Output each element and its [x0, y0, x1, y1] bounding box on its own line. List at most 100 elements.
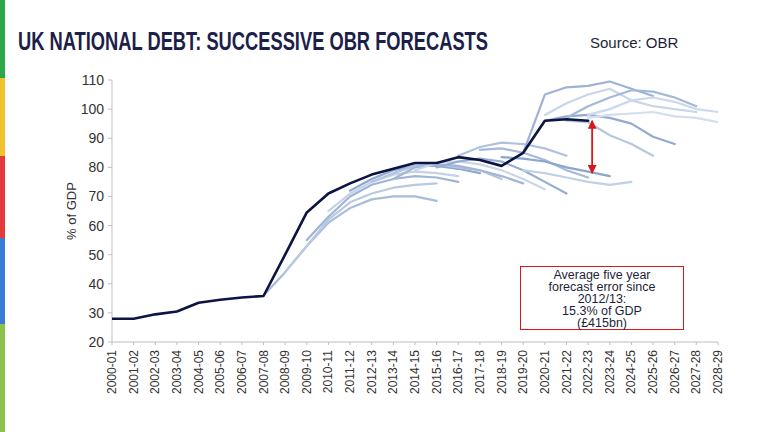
x-tick	[458, 342, 459, 345]
x-tick	[155, 342, 156, 345]
forecast-line	[523, 170, 631, 185]
y-tick-label: 50	[88, 247, 104, 263]
forecast-line	[285, 183, 437, 272]
annotation-line: (£415bn)	[521, 317, 683, 329]
x-tick	[566, 342, 567, 345]
annotation-line: forecast error since	[521, 281, 683, 293]
y-tick	[108, 254, 112, 255]
y-tick-label: 110	[82, 72, 105, 88]
x-tick	[718, 342, 719, 345]
forecast-line	[307, 176, 459, 240]
annotation-box: Average five yearforecast error since201…	[520, 266, 684, 330]
x-tick	[696, 342, 697, 345]
x-tick	[588, 342, 589, 345]
x-tick-label: 2017-18	[473, 350, 487, 394]
y-tick-label: 80	[88, 159, 104, 175]
x-tick	[263, 342, 264, 345]
x-tick-label: 2003-04	[170, 350, 184, 394]
x-tick-label: 2021-22	[560, 350, 574, 394]
x-tick	[176, 342, 177, 345]
x-tick	[350, 342, 351, 345]
y-tick	[108, 342, 112, 343]
x-tick-label: 2005-06	[213, 350, 227, 394]
x-tick	[393, 342, 394, 345]
x-tick-label: 2012-13	[365, 350, 379, 394]
forecast-line	[502, 157, 610, 176]
x-tick-label: 2006-07	[235, 350, 249, 394]
y-tick-label: 100	[81, 101, 105, 117]
x-tick	[306, 342, 307, 345]
y-tick-label: 20	[88, 334, 104, 350]
lines	[112, 81, 718, 318]
x-tick	[674, 342, 675, 345]
x-tick	[285, 342, 286, 345]
y-axis-line	[112, 80, 113, 342]
x-tick	[328, 342, 329, 345]
x-tick	[371, 342, 372, 345]
x-tick-label: 2010-11	[321, 350, 335, 393]
y-tick-label: 30	[88, 305, 104, 321]
outturn-line	[112, 119, 588, 318]
x-tick-label: 2000-01	[105, 350, 119, 394]
x-tick-label: 2020-21	[538, 350, 552, 394]
x-tick-label: 2013-14	[386, 350, 400, 394]
x-tick-label: 2016-17	[451, 350, 465, 394]
x-tick	[220, 342, 221, 345]
chart: UK NATIONAL DEBT: SUCCESSIVE OBR FORECAS…	[0, 0, 768, 432]
x-tick-label: 2023-24	[603, 350, 617, 394]
x-tick	[415, 342, 416, 345]
x-tick-label: 2024-25	[624, 350, 638, 394]
y-axis-label: % of GDP	[64, 182, 79, 240]
y-tick	[108, 196, 112, 197]
x-tick-label: 2028-29	[711, 350, 725, 394]
x-tick	[501, 342, 502, 345]
x-tick	[631, 342, 632, 345]
annotation-line: Average five year	[521, 269, 683, 281]
x-tick-label: 2015-16	[430, 350, 444, 394]
x-tick	[609, 342, 610, 345]
x-tick	[544, 342, 545, 345]
x-tick-label: 2014-15	[408, 350, 422, 394]
x-tick-label: 2025-26	[646, 350, 660, 394]
error-arrow	[591, 121, 593, 173]
annotation-line: 2012/13:	[521, 293, 683, 305]
x-tick-label: 2027-28	[689, 350, 703, 394]
forecast-line	[480, 148, 588, 177]
source: Source: OBR	[590, 34, 679, 51]
y-tick	[108, 109, 112, 110]
x-tick	[523, 342, 524, 345]
x-tick-label: 2011-12	[343, 350, 357, 393]
x-tick-label: 2001-02	[127, 350, 141, 394]
x-tick-label: 2022-23	[581, 350, 595, 394]
x-tick-label: 2026-27	[668, 350, 682, 394]
x-tick-label: 2004-05	[192, 350, 206, 394]
x-tick	[112, 342, 113, 345]
y-tick	[108, 283, 112, 284]
x-tick	[241, 342, 242, 345]
y-tick	[108, 167, 112, 168]
x-tick	[133, 342, 134, 345]
x-tick	[436, 342, 437, 345]
x-tick-label: 2007-08	[257, 350, 271, 394]
x-tick-label: 2019-20	[516, 350, 530, 394]
forecast-line	[328, 172, 458, 211]
title: UK NATIONAL DEBT: SUCCESSIVE OBR FORECAS…	[18, 26, 488, 56]
side-stripe	[0, 0, 5, 432]
y-tick-label: 90	[88, 130, 104, 146]
y-tick	[108, 312, 112, 313]
x-tick-label: 2018-19	[495, 350, 509, 394]
y-tick-label: 60	[88, 218, 104, 234]
y-tick	[108, 225, 112, 226]
x-tick	[198, 342, 199, 345]
forecast-line	[588, 112, 718, 122]
forecast-line	[415, 162, 545, 190]
annotation-line: 15.3% of GDP	[521, 305, 683, 317]
x-tick-label: 2009-10	[300, 350, 314, 394]
y-tick-label: 40	[88, 276, 104, 292]
x-tick	[653, 342, 654, 345]
forecast-line	[458, 143, 566, 156]
forecast-line	[393, 164, 523, 183]
y-tick-label: 70	[88, 188, 104, 204]
forecast-line	[567, 121, 654, 156]
x-tick-label: 2002-03	[148, 350, 162, 394]
